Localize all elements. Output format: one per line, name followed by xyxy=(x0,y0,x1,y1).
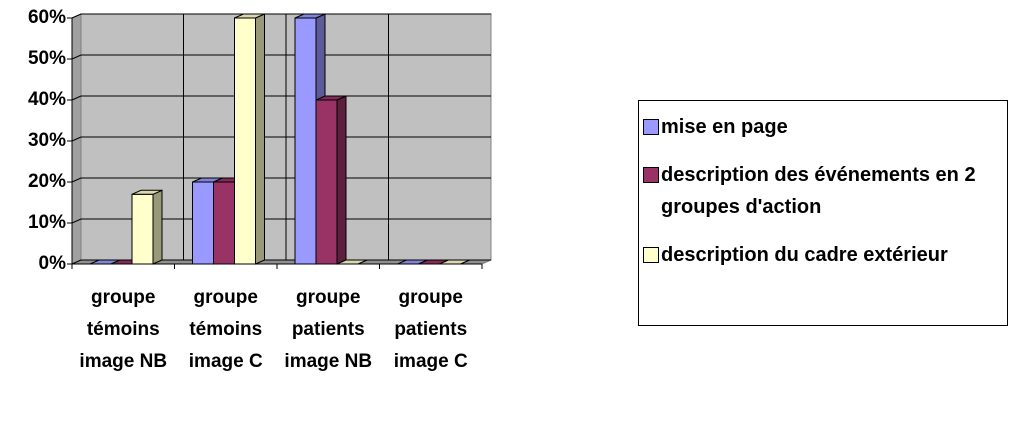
grid-line xyxy=(71,54,491,60)
grid-line xyxy=(71,136,491,142)
legend-label: description du cadre extérieur xyxy=(661,244,948,266)
bar-front xyxy=(315,99,338,265)
grid-line xyxy=(71,95,491,101)
bar-top xyxy=(131,189,163,195)
x-tick-label: groupe témoins image C xyxy=(188,287,263,372)
legend-item: description du cadre extérieur xyxy=(643,239,1005,271)
y-tick-label: 50% xyxy=(28,48,66,69)
bar-front xyxy=(234,17,256,265)
legend-label: mise en page xyxy=(661,116,788,138)
grid-line xyxy=(71,177,491,183)
y-tick-label: 40% xyxy=(28,89,66,110)
legend-item: description des événements en 2 groupes … xyxy=(643,159,1005,223)
grid-line xyxy=(71,13,491,19)
bar-front xyxy=(294,17,317,265)
bar-top xyxy=(439,259,470,265)
bar-side xyxy=(255,13,265,265)
x-tick-label: groupe témoins image NB xyxy=(79,287,168,372)
legend-swatch xyxy=(643,119,659,135)
legend-label: description des événements en 2 groupes … xyxy=(661,164,976,218)
bar-front xyxy=(213,181,235,265)
y-tick-label: 0% xyxy=(39,253,67,274)
bar-top xyxy=(294,13,326,19)
bar-front xyxy=(192,181,214,265)
x-tick-label: groupe patients image NB xyxy=(284,287,373,372)
bar-front xyxy=(131,193,154,265)
y-tick-label: 30% xyxy=(28,130,66,151)
legend: mise en page description des événements e… xyxy=(638,100,1008,326)
bar-top xyxy=(336,259,368,265)
bar-top xyxy=(315,95,347,101)
bar-side xyxy=(336,95,347,265)
y-tick-label: 60% xyxy=(28,7,66,28)
bar-top xyxy=(234,13,265,19)
legend-swatch xyxy=(643,247,659,263)
x-tick-label: groupe patients image C xyxy=(393,287,468,372)
legend-item: mise en page xyxy=(643,111,1005,143)
legend-swatch xyxy=(643,167,659,183)
y-tick-label: 10% xyxy=(28,212,66,233)
grid-line xyxy=(71,218,491,224)
bar-side xyxy=(152,189,163,265)
y-tick-label: 20% xyxy=(28,171,66,192)
